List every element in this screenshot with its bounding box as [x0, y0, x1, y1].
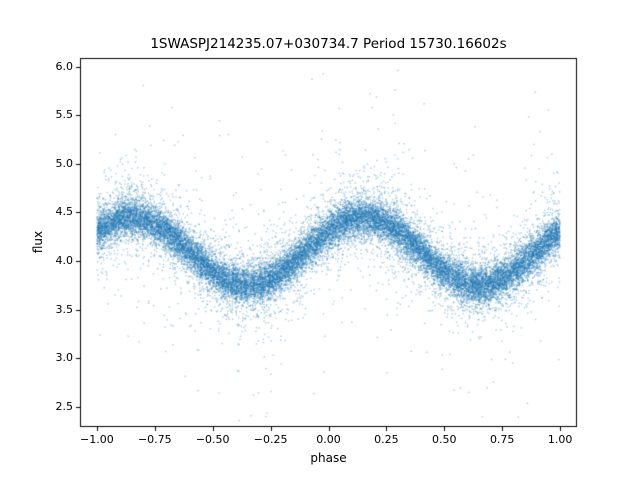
- x-tick-label: −0.25: [253, 433, 288, 446]
- x-tick-label: 0.00: [316, 433, 341, 446]
- x-tick-label: 0.75: [489, 433, 515, 446]
- y-tick-label: 3.5: [55, 302, 74, 316]
- y-tick-label: 2.5: [55, 399, 74, 413]
- x-tick-label: 1.00: [547, 433, 573, 446]
- y-tick-label: 5.0: [55, 156, 74, 170]
- chart-title: 1SWASPJ214235.07+030734.7 Period 15730.1…: [150, 36, 507, 52]
- x-tick-label: 0.25: [374, 433, 399, 446]
- y-axis-label: flux: [31, 230, 45, 254]
- y-tick-label: 4.5: [55, 205, 74, 219]
- y-tick-label: 6.0: [55, 59, 74, 73]
- y-tick-label: 3.0: [55, 351, 74, 365]
- y-tick-label: 5.5: [55, 108, 74, 122]
- x-tick-label: 0.50: [432, 433, 457, 446]
- x-tick-label: −1.00: [80, 433, 114, 446]
- x-tick-label: −0.75: [137, 433, 172, 446]
- x-tick-label: −0.50: [195, 433, 230, 446]
- x-axis-label: phase: [310, 451, 347, 465]
- y-tick-label: 4.0: [55, 253, 74, 267]
